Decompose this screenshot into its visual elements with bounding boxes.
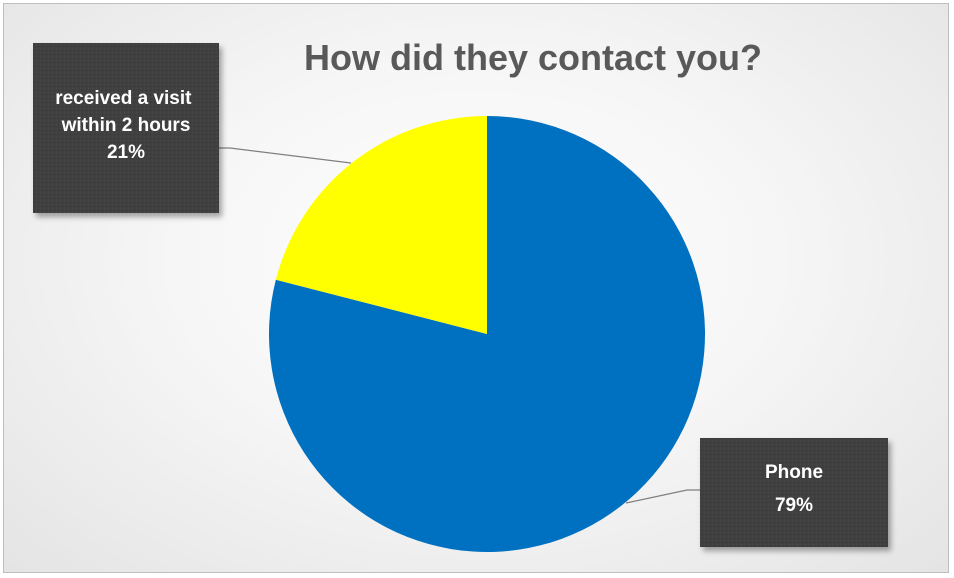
data-label-phone: Phone 79%: [700, 438, 888, 547]
chart-title: How did they contact you?: [304, 37, 762, 78]
data-label-percent: 79%: [775, 495, 813, 516]
pie-slice-visit: [275, 116, 487, 334]
data-label-category: Phone: [765, 462, 823, 483]
data-label-box: [700, 438, 888, 547]
data-label-category: received a visit within 2 hours: [55, 88, 197, 136]
data-label-box: [33, 43, 219, 213]
leader-line-visit: [219, 147, 352, 164]
data-label-percent: 21%: [107, 142, 145, 163]
leader-line-phone: [625, 489, 700, 504]
data-label-visit: received a visit within 2 hours 21%: [33, 43, 219, 213]
